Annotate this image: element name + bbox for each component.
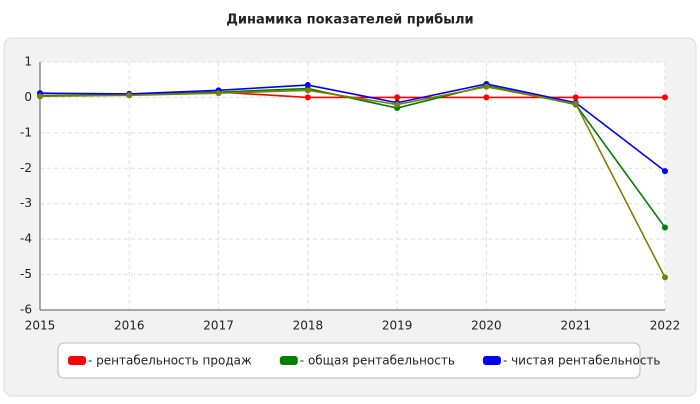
x-tick-label: 2017: [203, 319, 234, 333]
series-line: [39, 83, 666, 172]
point: [662, 274, 668, 281]
point: [483, 83, 490, 90]
point: [37, 93, 43, 100]
point: [394, 101, 401, 108]
x-tick-label: 2020: [471, 319, 502, 333]
point: [304, 87, 311, 94]
x-tick-label: 2015: [25, 319, 56, 333]
legend-swatch: [68, 356, 86, 365]
x-tick-label: 2022: [650, 319, 681, 333]
x-tick-label: 2016: [114, 319, 145, 333]
y-tick-label: -5: [20, 267, 32, 281]
point: [304, 82, 311, 89]
legend-swatch: [482, 356, 501, 365]
point: [215, 90, 222, 97]
series-line: [39, 85, 666, 278]
legend: [57, 342, 641, 379]
point: [483, 94, 490, 101]
point: [304, 94, 311, 101]
point: [662, 224, 668, 231]
y-tick-label: -6: [20, 303, 32, 317]
legend-label: - чистая рентабельность: [503, 354, 661, 368]
chart-title: Динамика показателей прибыли: [226, 13, 473, 28]
point: [572, 100, 579, 107]
x-tick-label: 2021: [560, 319, 591, 333]
y-tick-label: 0: [24, 90, 32, 104]
point: [572, 94, 579, 101]
y-tick-label: 1: [24, 55, 32, 69]
y-tick-label: -1: [20, 125, 32, 139]
plot-area: [40, 62, 665, 310]
y-tick-label: -3: [20, 196, 32, 210]
legend-swatch: [279, 356, 298, 365]
legend-label: - общая рентабельность: [300, 354, 455, 368]
point: [662, 94, 668, 101]
legend-label: - рентабельность продаж: [88, 354, 252, 368]
x-tick-label: 2018: [293, 319, 324, 333]
y-tick-label: -2: [20, 161, 32, 175]
y-tick-label: -4: [20, 232, 32, 246]
point: [394, 94, 401, 101]
x-tick-label: 2019: [382, 319, 413, 333]
point: [662, 168, 668, 175]
point: [126, 92, 133, 99]
